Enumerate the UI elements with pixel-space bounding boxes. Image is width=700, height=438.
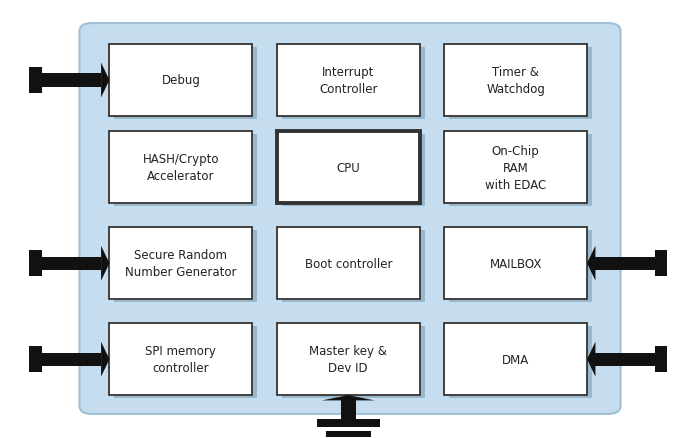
- Bar: [444, 45, 587, 117]
- Bar: [42, 353, 101, 366]
- Bar: [29, 251, 42, 277]
- Bar: [596, 353, 654, 366]
- Bar: [281, 47, 425, 119]
- Bar: [42, 74, 101, 87]
- Bar: [114, 47, 258, 119]
- Text: Debug: Debug: [162, 74, 200, 87]
- Bar: [281, 326, 425, 398]
- Text: On-Chip
RAM
with EDAC: On-Chip RAM with EDAC: [485, 145, 546, 191]
- Bar: [276, 323, 420, 395]
- Bar: [317, 419, 379, 427]
- Bar: [114, 326, 258, 398]
- Text: HASH/Crypto
Accelerator: HASH/Crypto Accelerator: [143, 153, 219, 183]
- Bar: [114, 230, 258, 302]
- Bar: [42, 257, 101, 270]
- Bar: [326, 431, 371, 438]
- Text: Secure Random
Number Generator: Secure Random Number Generator: [125, 249, 237, 279]
- Bar: [654, 251, 667, 277]
- Text: Interrupt
Controller: Interrupt Controller: [319, 66, 377, 96]
- Bar: [444, 132, 587, 204]
- Polygon shape: [101, 246, 109, 281]
- Text: CPU: CPU: [337, 161, 360, 174]
- Bar: [109, 132, 253, 204]
- Bar: [654, 346, 667, 372]
- Bar: [596, 257, 654, 270]
- Bar: [449, 230, 592, 302]
- Text: Master key &
Dev ID: Master key & Dev ID: [309, 344, 387, 374]
- Bar: [449, 47, 592, 119]
- Text: MAILBOX: MAILBOX: [489, 257, 542, 270]
- Text: SPI memory
controller: SPI memory controller: [146, 344, 216, 374]
- Bar: [29, 346, 42, 372]
- Polygon shape: [101, 64, 109, 98]
- Text: Timer &
Watchdog: Timer & Watchdog: [486, 66, 545, 96]
- Bar: [276, 132, 420, 204]
- Bar: [281, 230, 425, 302]
- Bar: [109, 45, 253, 117]
- Bar: [109, 228, 253, 300]
- Bar: [276, 228, 420, 300]
- Polygon shape: [587, 246, 596, 281]
- Bar: [114, 134, 258, 206]
- Polygon shape: [587, 342, 596, 377]
- Bar: [444, 323, 587, 395]
- Bar: [341, 400, 356, 419]
- Bar: [444, 228, 587, 300]
- Polygon shape: [322, 395, 374, 400]
- Bar: [109, 323, 253, 395]
- Text: DMA: DMA: [502, 353, 529, 366]
- Polygon shape: [101, 342, 109, 377]
- Bar: [281, 134, 425, 206]
- Bar: [449, 134, 592, 206]
- Bar: [449, 326, 592, 398]
- Bar: [276, 45, 420, 117]
- FancyBboxPatch shape: [80, 24, 620, 414]
- Text: Boot controller: Boot controller: [304, 257, 392, 270]
- Bar: [29, 68, 42, 94]
